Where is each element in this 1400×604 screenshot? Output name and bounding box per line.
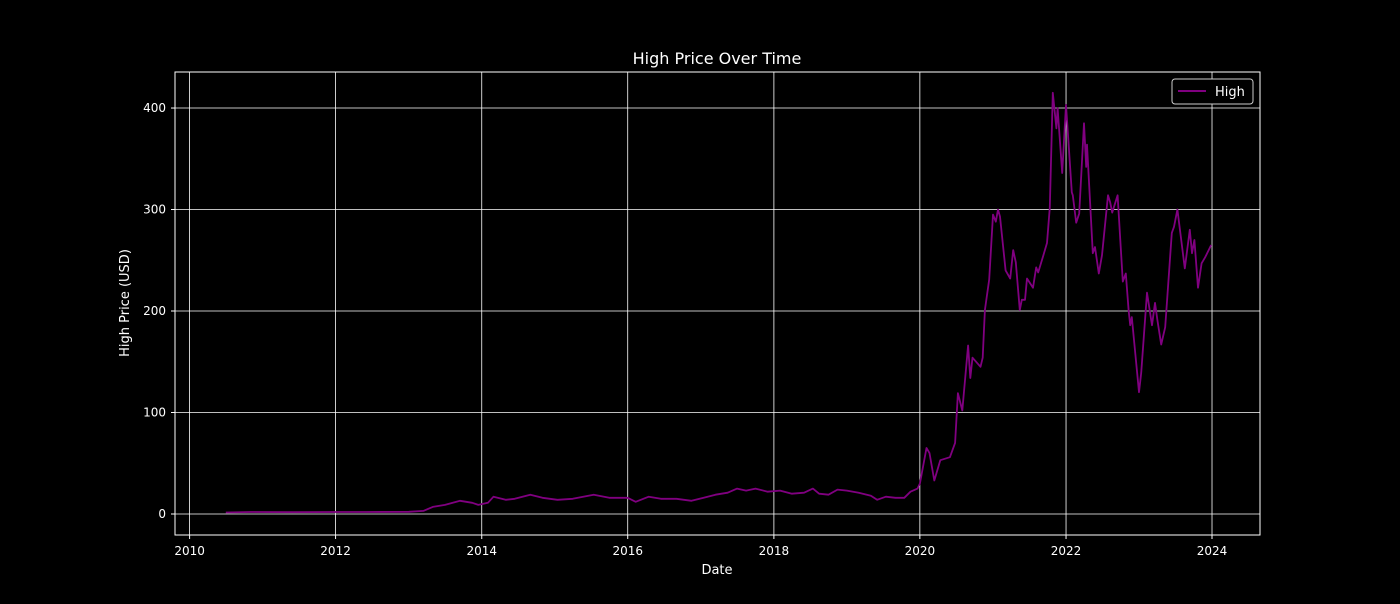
axis-ticks: 2010 2012 2014 2016 2018 2020 2022 2024 0 100 200 3… — [143, 101, 1227, 558]
series-layer — [225, 91, 1213, 514]
x-tick-label: 2014 — [466, 544, 497, 558]
y-tick-label: 300 — [143, 203, 166, 217]
x-tick-label: 2010 — [174, 544, 205, 558]
legend-label-high: High — [1215, 85, 1245, 100]
x-tick-label: 2024 — [1197, 544, 1228, 558]
x-tick-label: 2018 — [759, 544, 790, 558]
x-tick-label: 2012 — [320, 544, 351, 558]
legend: High — [1171, 78, 1254, 105]
y-tick-label: 200 — [143, 304, 166, 318]
legend-box — [1171, 78, 1254, 105]
y-tick-label: 400 — [143, 101, 166, 115]
x-axis-label: Date — [701, 563, 732, 578]
grid — [175, 72, 1260, 535]
x-tick-label: 2022 — [1051, 544, 1082, 558]
chart-title: High Price Over Time — [633, 49, 802, 68]
y-tick-label: 0 — [158, 507, 166, 521]
x-tick-label: 2016 — [612, 544, 643, 558]
y-tick-label: 100 — [143, 406, 166, 420]
plot-frame — [174, 71, 1261, 536]
x-tick-label: 2020 — [905, 544, 936, 558]
y-axis-label: High Price (USD) — [118, 249, 133, 357]
series-line-high — [225, 91, 1213, 514]
